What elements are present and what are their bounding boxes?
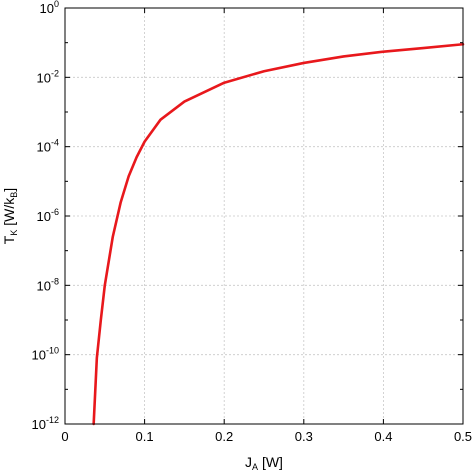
y-axis-label-main: T bbox=[1, 235, 17, 244]
y-axis-label-tail: [W/k bbox=[1, 197, 17, 230]
y-tick-labels: 100 10-2 10-4 10-6 10-8 10-10 10-12 bbox=[32, 0, 59, 432]
y-tick-label: 10-8 bbox=[37, 276, 59, 293]
grid-lines bbox=[65, 8, 463, 424]
y-tick-label: 10-2 bbox=[37, 68, 59, 85]
y-axis-label-end: ] bbox=[1, 188, 17, 192]
axis-ticks bbox=[64, 7, 464, 425]
x-axis-label: JA [W] bbox=[245, 454, 283, 471]
x-axis-label-tail: [W] bbox=[258, 454, 283, 470]
y-tick-label: 10-12 bbox=[32, 415, 59, 432]
x-tick-label: 0 bbox=[61, 429, 68, 444]
series-line bbox=[92, 42, 465, 426]
x-axis-label-main: J bbox=[245, 454, 252, 470]
y-axis-label-sub: K bbox=[9, 230, 19, 236]
y-axis-label: TK [W/kB] bbox=[1, 188, 19, 244]
x-tick-labels: 0 0.1 0.2 0.3 0.4 0.5 bbox=[61, 429, 472, 444]
x-tick-label: 0.4 bbox=[374, 429, 392, 444]
x-axis-label-sub: A bbox=[252, 462, 258, 471]
x-tick-label: 0.1 bbox=[136, 429, 154, 444]
plot-series bbox=[92, 42, 465, 426]
x-tick-label: 0.5 bbox=[454, 429, 472, 444]
x-tick-label: 0.3 bbox=[295, 429, 313, 444]
x-tick-label: 0.2 bbox=[215, 429, 233, 444]
y-tick-label: 10-6 bbox=[37, 207, 59, 224]
y-tick-label: 10-10 bbox=[32, 346, 59, 363]
y-tick-label: 100 bbox=[40, 0, 59, 16]
y-tick-label: 10-4 bbox=[37, 138, 59, 155]
y-axis-label-sub2: B bbox=[9, 192, 19, 198]
